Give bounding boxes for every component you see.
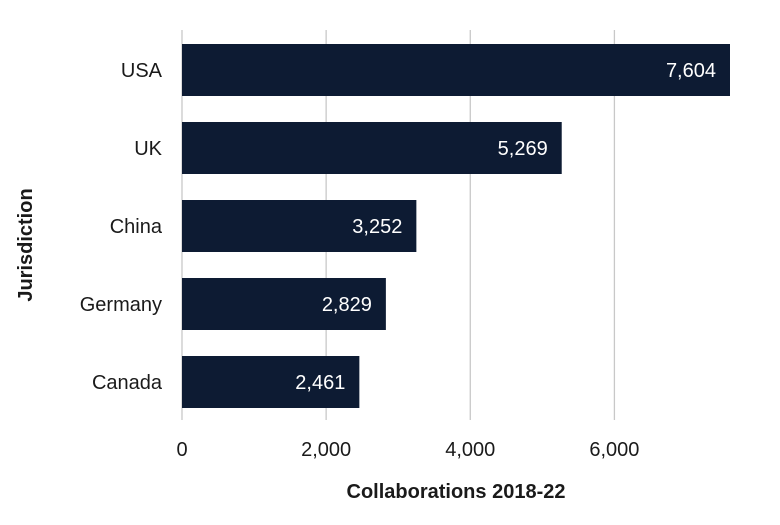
value-labels: 7,604 5,269 3,252 2,829 2,461 xyxy=(295,60,716,394)
category-label-usa: USA xyxy=(121,60,163,82)
value-label-china: 3,252 xyxy=(352,216,402,238)
x-tick-label-0: 0 xyxy=(176,439,187,461)
bar-usa xyxy=(182,44,730,96)
value-label-germany: 2,829 xyxy=(322,294,372,316)
x-tick-label-2: 4,000 xyxy=(445,439,495,461)
value-label-canada: 2,461 xyxy=(295,372,345,394)
x-tick-label-3: 6,000 xyxy=(589,439,639,461)
y-axis-title: Jurisdiction xyxy=(15,188,37,301)
x-axis-title: Collaborations 2018-22 xyxy=(347,481,566,503)
category-label-uk: UK xyxy=(134,138,162,160)
value-label-usa: 7,604 xyxy=(666,60,716,82)
value-label-uk: 5,269 xyxy=(498,138,548,160)
x-tick-labels: 0 2,000 4,000 6,000 xyxy=(176,439,639,461)
category-label-canada: Canada xyxy=(92,372,163,394)
bar-canada xyxy=(182,356,360,408)
bars xyxy=(182,44,730,408)
category-label-germany: Germany xyxy=(80,294,162,316)
x-tick-label-1: 2,000 xyxy=(301,439,351,461)
bar-uk xyxy=(182,122,562,174)
category-labels: USA UK China Germany Canada xyxy=(80,60,163,394)
bar-china xyxy=(182,200,417,252)
category-label-china: China xyxy=(110,216,163,238)
bar-germany xyxy=(182,278,386,330)
